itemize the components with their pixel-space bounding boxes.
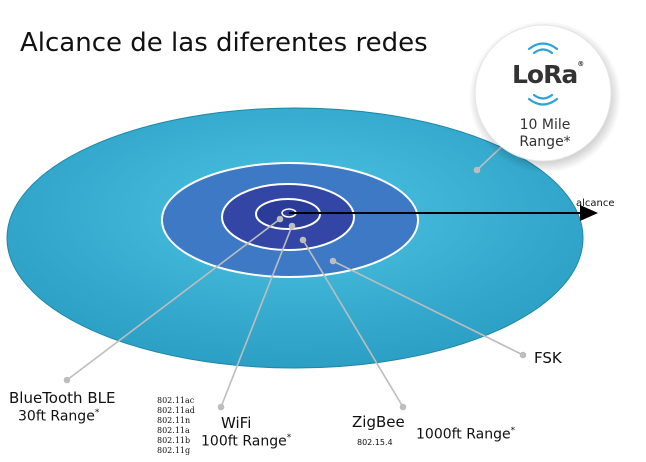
wifi-standard: 802.11n (157, 416, 191, 425)
zigbee-leader-line (302, 239, 404, 408)
lora-leader-dot-start (473, 166, 481, 174)
page-title: Alcance de las diferentes redes (20, 28, 428, 58)
zigbee-leader-dot-end (399, 403, 407, 411)
lora-logo: LoRa® (512, 60, 584, 89)
wifi-name: WiFi (221, 414, 252, 432)
lora-callout-circle (474, 24, 612, 162)
wifi-leader-dot-end (217, 403, 225, 411)
range-arrow-label: alcance (576, 198, 615, 209)
wifi-standard: 802.11b (157, 436, 191, 445)
zigbee-name: ZigBee (352, 413, 405, 431)
ble-leader-line (66, 218, 281, 381)
bluetooth-range: 30ft Range* (18, 408, 99, 425)
lora-range-line1: 10 Mile (519, 117, 571, 133)
bluetooth-name: BlueTooth BLE (9, 389, 116, 407)
ble-leader-dot-end (63, 376, 71, 384)
wifi-range: 100ft Range* (201, 433, 291, 450)
lora-logo-text: LoRa (512, 60, 578, 89)
wifi-standard: 802.11ad (157, 406, 195, 415)
footnote-mark: * (510, 426, 516, 436)
lora-signal-icon (527, 42, 559, 106)
lora-logo-mark: ® (577, 60, 584, 68)
fsk-leader-dot-end (519, 351, 527, 359)
fsk-label: FSK (534, 349, 562, 367)
zigbee-leader-dot-start (299, 236, 307, 244)
zigbee-standard: 802.15.4 (357, 438, 393, 447)
lora-range-label: 10 Mile Range* (505, 117, 585, 151)
zigbee-range: 1000ft Range* (416, 426, 515, 443)
wifi-leader-line (220, 225, 293, 408)
wifi-range-text: 100ft Range (201, 433, 287, 450)
bluetooth-range-text: 30ft Range (18, 408, 95, 425)
footnote-mark: * (286, 433, 292, 443)
wifi-standard: 802.11a (157, 426, 190, 435)
ble-leader-dot-start (276, 215, 284, 223)
fsk-leader-line (332, 260, 524, 356)
zigbee-range-text: 1000ft Range (416, 426, 511, 443)
wifi-standard: 802.11ac (157, 396, 195, 405)
footnote-mark: * (94, 408, 100, 418)
wifi-standard: 802.11g (157, 446, 191, 455)
lora-range-line2: Range* (519, 134, 571, 150)
wifi-standards-list: 802.11ac 802.11ad 802.11n 802.11a 802.11… (157, 396, 195, 456)
fsk-leader-dot-start (329, 257, 337, 265)
wifi-leader-dot-start (288, 222, 296, 230)
